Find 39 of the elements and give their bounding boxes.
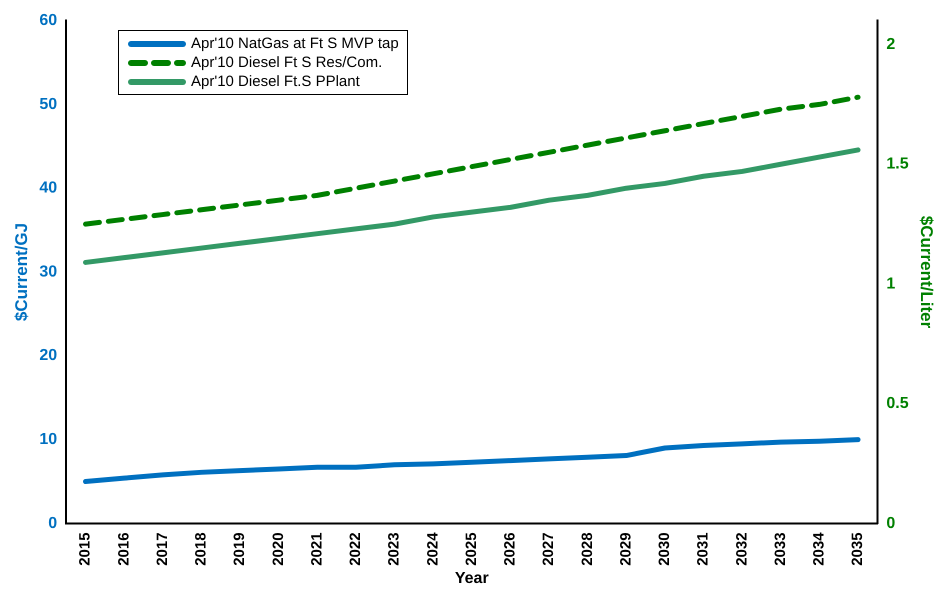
y-tick-label: 60 (39, 12, 58, 30)
x-tick-label: 2025 (462, 532, 480, 566)
x-tick-label: 2018 (192, 532, 210, 566)
y-tick-label: 50 (39, 96, 58, 113)
y-tick-label: 30 (39, 263, 58, 280)
x-tick-label: 2030 (656, 532, 674, 566)
x-tick-label: 2016 (115, 532, 132, 566)
x-tick-label: 2022 (347, 532, 364, 566)
y-tick-label: 10 (39, 431, 58, 448)
x-tick-label: 2029 (617, 532, 634, 566)
x-tick-label: 2027 (540, 532, 558, 566)
x-tick-label: 2017 (154, 532, 171, 566)
y-tick-label: 20 (39, 347, 58, 364)
x-tick-label: 2035 (849, 532, 866, 566)
x-tick-label: 2020 (270, 532, 287, 566)
y2-tick-label: 0 (886, 514, 896, 532)
legend-label: Apr'10 NatGas at Ft S MVP tap (191, 34, 399, 53)
y-tick-label: 40 (39, 180, 58, 197)
x-tick-label: 2015 (76, 532, 94, 566)
y2-axis-title: $Current/Liter (917, 216, 936, 329)
legend-label: Apr'10 Diesel Ft S Res/Com. (191, 53, 382, 72)
x-tick-label: 2034 (810, 532, 828, 566)
x-tick-label: 2033 (772, 532, 789, 566)
x-tick-label: 2032 (733, 532, 750, 566)
x-tick-label: 2023 (386, 532, 403, 566)
legend-label: Apr'10 Diesel Ft.S PPlant (191, 72, 360, 91)
y2-tick-label: 1.5 (886, 156, 909, 173)
x-tick-label: 2019 (231, 532, 248, 566)
x-tick-label: 2028 (578, 532, 596, 566)
x-tick-label: 2031 (694, 532, 712, 566)
x-tick-label: 2024 (424, 532, 442, 566)
x-tick-label: 2021 (308, 532, 326, 566)
y-axis-title: $Current/GJ (12, 222, 31, 322)
y2-tick-label: 2 (886, 36, 896, 53)
x-axis-title: Year (454, 570, 489, 587)
y2-tick-label: 0.5 (886, 395, 909, 412)
y2-tick-label: 1 (886, 275, 896, 292)
y-tick-label: 0 (48, 514, 58, 532)
x-tick-label: 2026 (502, 532, 519, 566)
